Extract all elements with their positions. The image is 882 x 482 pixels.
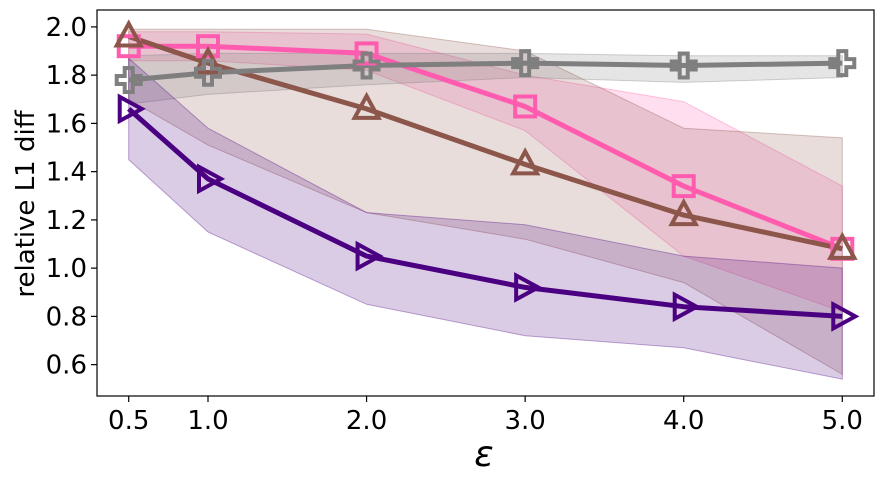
marker-purple-triangle-right-3 (514, 272, 543, 303)
marker-brown-triangle-up-4 (668, 197, 700, 227)
marker-purple-triangle-right-4 (672, 291, 701, 323)
marker-gray-plus-4 (669, 51, 698, 80)
marker-gray-plus-0 (114, 65, 143, 94)
y-tick-label: 2.0 (46, 13, 87, 43)
y-tick-label: 1.2 (46, 206, 87, 236)
marker-pink-square-4 (671, 174, 696, 199)
marker-brown-triangle-up-3 (509, 147, 541, 176)
x-tick-label: 4.0 (663, 406, 704, 436)
marker-purple-triangle-right-1 (197, 163, 226, 195)
marker-gray-plus-2 (352, 51, 381, 80)
y-tick-label: 1.8 (46, 61, 87, 91)
x-axis-ticks: 0.5 1.0 2.0 3.0 4.0 5.0 (108, 396, 863, 436)
plot-frame (96, 9, 875, 397)
x-axis-label: ε (474, 434, 493, 475)
marker-purple-triangle-right-5 (831, 301, 860, 332)
marker-gray-plus-3 (511, 49, 540, 78)
marker-gray-plus-1 (194, 58, 222, 87)
marker-pink-square-1 (196, 34, 220, 59)
marker-brown-triangle-up-2 (351, 91, 382, 120)
x-tick-label: 1.0 (187, 406, 228, 436)
y-tick-label: 1.4 (46, 158, 87, 188)
line-pink-square (128, 43, 844, 252)
marker-purple-triangle-right-2 (355, 240, 384, 272)
line-brown-triangle-up (127, 34, 843, 252)
series-markers (113, 19, 860, 332)
x-tick-label: 5.0 (822, 406, 863, 436)
x-tick-label: 2.0 (346, 406, 387, 436)
line-purple-triangle-right (127, 107, 843, 319)
y-axis-label: relative L1 diff (11, 109, 41, 297)
y-axis-ticks: 0.6 0.8 1.0 1.2 1.4 1.6 1.8 2.0 (46, 13, 97, 381)
band-brown-triangle-up (128, 28, 843, 376)
marker-brown-triangle-up-0 (113, 19, 145, 48)
marker-pink-square-2 (354, 41, 379, 66)
x-tick-label: 3.0 (504, 406, 545, 436)
y-tick-label: 1.6 (46, 109, 87, 139)
marker-pink-square-3 (513, 94, 538, 119)
marker-brown-triangle-up-5 (826, 231, 858, 260)
marker-purple-triangle-right-0 (117, 93, 146, 125)
marker-gray-plus-5 (828, 49, 857, 78)
y-tick-label: 0.8 (46, 302, 87, 332)
band-purple-triangle-right (128, 57, 843, 380)
y-tick-label: 0.6 (46, 351, 87, 381)
x-tick-label: 0.5 (108, 406, 149, 436)
y-tick-label: 1.0 (46, 254, 87, 284)
